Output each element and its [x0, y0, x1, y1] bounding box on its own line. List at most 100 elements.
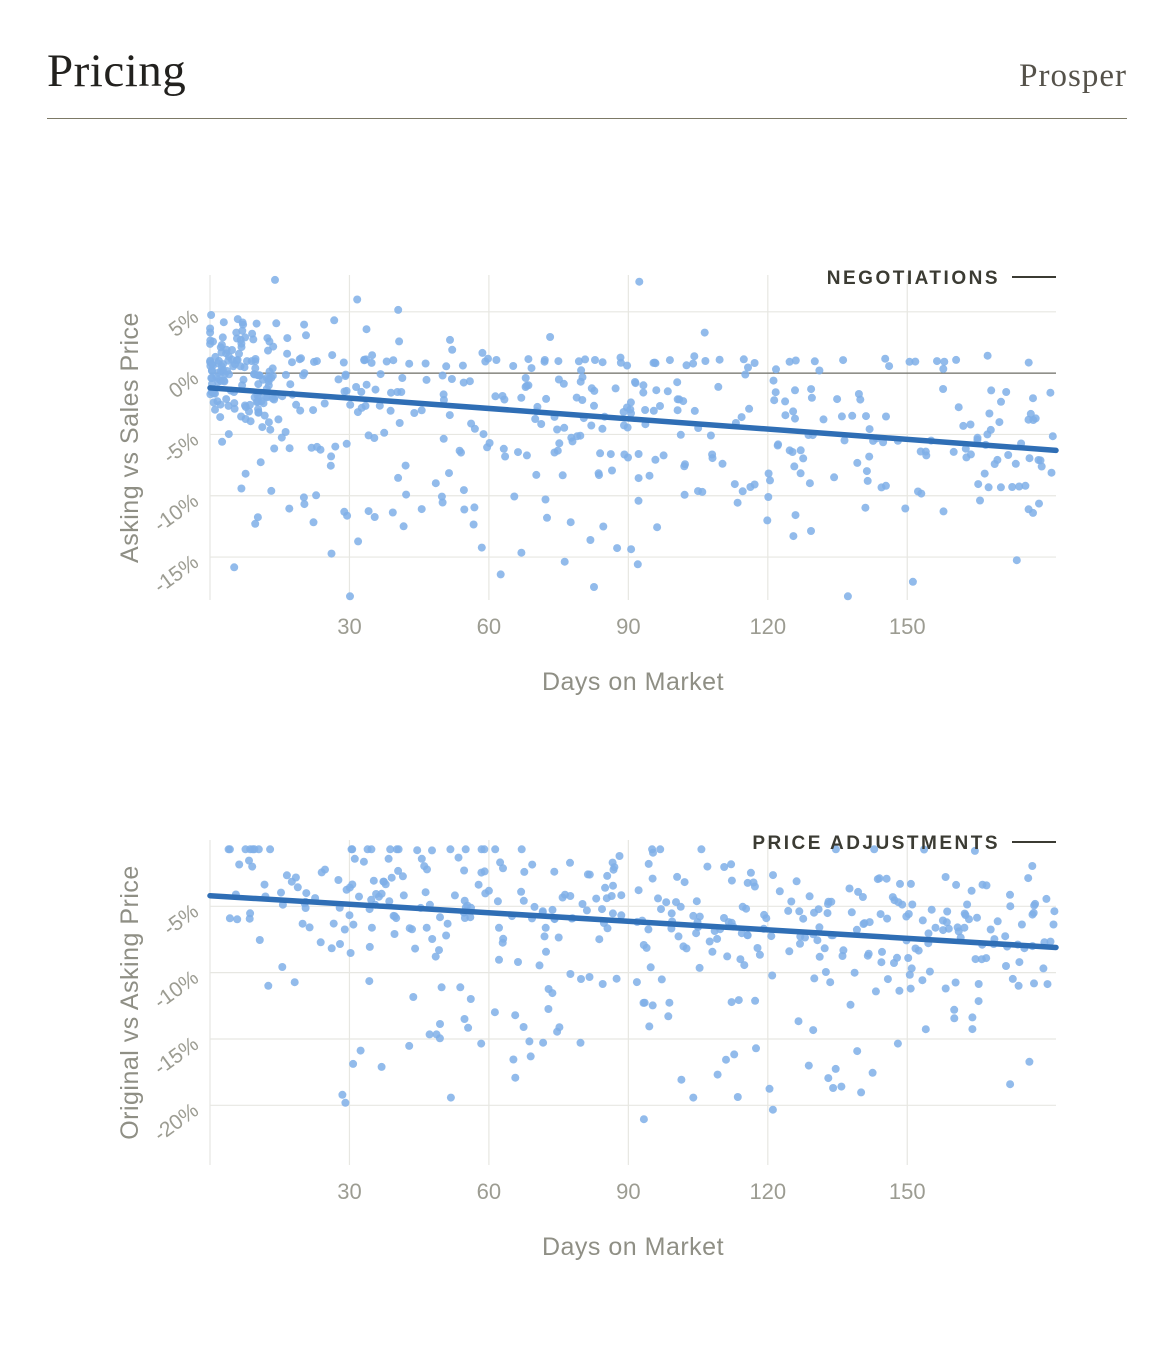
scatter-point — [606, 450, 615, 459]
scatter-point — [1047, 468, 1056, 477]
scatter-point — [517, 887, 526, 896]
scatter-point — [848, 411, 857, 420]
scatter-point — [1042, 894, 1051, 903]
scatter-point — [401, 461, 410, 470]
scatter-point — [283, 334, 292, 343]
scatter-point — [342, 439, 351, 448]
scatter-point — [230, 404, 239, 413]
scatter-point — [701, 357, 710, 365]
scatter-point — [847, 908, 856, 917]
scatter-point — [852, 925, 861, 934]
scatter-point — [659, 451, 668, 460]
scatter-point — [893, 953, 901, 962]
scatter-point — [370, 434, 379, 442]
scatter-point — [792, 877, 801, 886]
scatter-point — [1025, 454, 1034, 463]
scatter-point — [608, 909, 617, 918]
scatter-point — [380, 428, 389, 437]
scatter-point — [918, 916, 927, 925]
scatter-point — [881, 354, 890, 363]
scatter-point — [517, 393, 526, 402]
scatter-point — [837, 1082, 846, 1091]
scatter-point — [904, 954, 913, 962]
scatter-point — [954, 403, 963, 412]
scatter-point — [530, 902, 539, 911]
scatter-point — [499, 444, 508, 453]
scatter-point — [924, 929, 933, 938]
scatter-point — [940, 357, 949, 366]
scatter-point — [996, 483, 1005, 492]
scatter-point — [1021, 481, 1030, 490]
scatter-point — [345, 911, 354, 920]
scatter-point — [877, 958, 886, 967]
scatter-point — [907, 964, 916, 973]
scatter-point — [292, 400, 301, 409]
scatter-point — [736, 955, 745, 964]
scatter-point — [267, 486, 276, 495]
scatter-point — [524, 355, 533, 364]
scatter-point — [550, 867, 559, 876]
scatter-point — [394, 845, 403, 854]
scatter-point — [823, 909, 832, 918]
scatter-point — [895, 986, 904, 995]
scatter-point — [862, 412, 870, 421]
scatter-point — [646, 963, 655, 972]
x-tick-label: 30 — [337, 614, 361, 639]
scatter-point — [477, 868, 486, 877]
scatter-point — [206, 324, 215, 333]
scatter-point — [298, 919, 307, 928]
scatter-point — [245, 400, 254, 409]
scatter-point — [620, 421, 628, 430]
scatter-point — [846, 1000, 855, 1009]
scatter-point — [230, 399, 239, 408]
scatter-point — [346, 592, 354, 601]
scatter-point — [248, 329, 257, 338]
x-tick-label: 60 — [477, 1179, 501, 1204]
scatter-point — [859, 920, 868, 928]
scatter-point — [624, 453, 632, 462]
x-tick-label: 90 — [616, 1179, 640, 1204]
scatter-point — [697, 845, 706, 854]
scatter-point — [540, 932, 549, 941]
scatter-point — [336, 940, 344, 948]
scatter-point — [601, 883, 610, 892]
scatter-point — [639, 388, 648, 397]
scatter-point — [222, 395, 231, 404]
scatter-point — [439, 434, 448, 443]
scatter-point — [931, 923, 940, 932]
scatter-point — [558, 471, 567, 480]
scatter-point — [250, 393, 259, 402]
scatter-point — [233, 315, 242, 324]
scatter-point — [677, 1075, 686, 1084]
scatter-point — [353, 295, 362, 304]
scatter-point — [382, 357, 391, 366]
scatter-point — [310, 357, 318, 366]
scatter-point — [845, 884, 854, 893]
scatter-point — [438, 498, 447, 507]
scatter-point — [870, 845, 879, 854]
scatter-point — [743, 878, 752, 887]
scatter-point — [302, 889, 311, 898]
scatter-point — [450, 891, 459, 900]
scatter-point — [290, 978, 299, 987]
scatter-point — [815, 923, 824, 932]
scatter-point — [328, 351, 337, 360]
scatter-point — [705, 937, 714, 946]
scatter-point — [566, 858, 574, 867]
scatter-point — [1008, 483, 1017, 491]
scatter-point — [961, 444, 970, 453]
scatter-point — [769, 376, 778, 385]
scatter-point — [640, 998, 649, 1007]
scatter-point — [267, 373, 276, 382]
scatter-point — [809, 1026, 818, 1035]
scatter-point — [603, 871, 612, 880]
scatter-point — [260, 411, 269, 420]
scatter-point — [359, 857, 368, 866]
scatter-point — [509, 362, 518, 370]
scatter-point — [470, 424, 479, 433]
header-divider — [47, 118, 1127, 119]
y-tick-label: -5% — [159, 900, 203, 941]
scatter-point — [300, 500, 309, 509]
scatter-point — [439, 396, 448, 404]
scatter-point — [350, 854, 359, 863]
